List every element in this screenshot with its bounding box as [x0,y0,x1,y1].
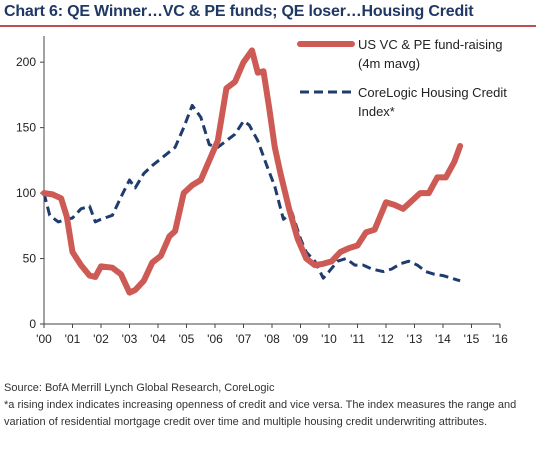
x-tick-label: '16 [492,332,508,346]
series-line-corelogic-credit-index [42,103,461,283]
chart-title: Chart 6: QE Winner…VC & PE funds; QE los… [4,3,474,20]
x-tick-label: '11 [350,332,365,346]
line-chart: 0 50 100 150 200 '00 '01 '02 '03 '04 '05 '06 '07 '08 '… [16,36,508,346]
x-tick-label: '06 [207,332,223,346]
x-tick-label: '01 [65,332,81,346]
x-tick-label: '14 [435,332,451,346]
legend-label-corelogic: CoreLogic Housing Credit [358,85,507,100]
x-tick-label: '13 [407,332,423,346]
y-tick-label: 200 [16,55,36,69]
x-tick-label: '02 [93,332,109,346]
x-tick-label: '00 [36,332,52,346]
x-tick-label: '10 [321,332,337,346]
x-tick-label: '07 [236,332,252,346]
x-tick-label: '08 [264,332,280,346]
y-tick-label: 100 [16,186,36,200]
x-tick-label: '04 [150,332,166,346]
series-line-vc-pe-fundraising [41,47,464,296]
footnote: *a rising index indicates increasing ope… [4,399,517,428]
x-tick-label: '09 [293,332,309,346]
legend-label-vc-pe: (4m mavg) [358,56,420,71]
x-tick-label: '15 [464,332,480,346]
source-notes: Source: BofA Merrill Lynch Global Resear… [4,380,528,431]
source-line: Source: BofA Merrill Lynch Global Resear… [4,382,275,394]
chart-title-bar: Chart 6: QE Winner…VC & PE funds; QE los… [0,0,536,27]
y-tick-label: 150 [16,121,36,135]
y-tick-label: 50 [23,252,37,266]
legend-label-vc-pe: US VC & PE fund-raising [358,37,503,52]
y-tick-label: 0 [29,317,36,331]
x-tick-label: '12 [378,332,394,346]
legend-label-corelogic: Index* [358,104,395,119]
x-tick-label: '03 [122,332,138,346]
x-tick-label: '05 [179,332,195,346]
